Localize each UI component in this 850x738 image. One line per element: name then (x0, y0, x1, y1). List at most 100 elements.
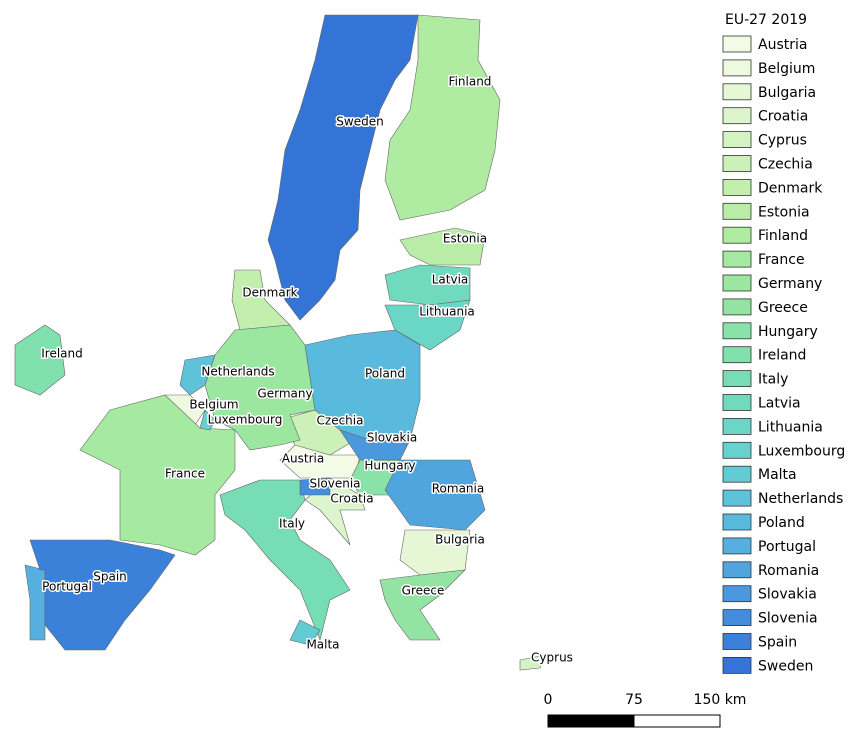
legend-swatch (722, 155, 752, 172)
legend-label: Croatia (758, 109, 808, 125)
country (199, 409, 216, 431)
legend-swatch (722, 561, 752, 579)
legend-swatch (722, 633, 752, 650)
legend-label: Latvia (758, 396, 801, 412)
country-label: Belgium (189, 398, 238, 412)
legend-label: Germany (758, 276, 822, 292)
country-label: Germany (257, 387, 312, 401)
legend-label: Lithuania (758, 419, 823, 435)
country-label: Portugal (42, 580, 92, 594)
legend-swatch (722, 489, 752, 507)
legend-swatch (722, 298, 752, 316)
scale-bar: 0 75 150 km (544, 692, 747, 728)
country (14, 324, 66, 396)
country (304, 329, 421, 441)
country-label: Ireland (41, 347, 83, 361)
scale-label: 150 km (694, 692, 747, 708)
legend-label: Finland (758, 228, 808, 244)
country (179, 354, 216, 396)
legend-label: Belgium (758, 61, 815, 77)
legend-label: Portugal (758, 539, 816, 555)
legend-swatch (722, 83, 752, 101)
legend-swatch (722, 178, 752, 196)
country (339, 429, 411, 461)
legend-swatch (722, 537, 752, 555)
countries (14, 14, 546, 671)
legend-swatch (722, 609, 752, 626)
country-label: Austria (282, 452, 324, 466)
country-label: Croatia (330, 492, 373, 506)
legend-swatch (722, 417, 752, 435)
legend-label: Spain (758, 635, 797, 651)
country-label: Finland (449, 75, 492, 89)
country-label: Czechia (317, 414, 364, 428)
legend-label: Slovakia (758, 587, 817, 603)
country-label: Estonia (443, 232, 487, 246)
legend-swatch (722, 35, 752, 53)
legend-swatch (722, 657, 752, 674)
legend-label: Luxembourg (758, 443, 845, 459)
legend-swatch (722, 107, 752, 125)
legend-label: Austria (758, 37, 807, 53)
legend-swatch (722, 370, 752, 388)
scale-label: 0 (544, 692, 553, 708)
country-label: Bulgaria (435, 533, 485, 547)
country-label: France (165, 467, 205, 481)
legend-swatch (722, 202, 752, 220)
legend-label: Estonia (758, 204, 810, 220)
legend-label: Netherlands (758, 491, 843, 507)
country-label: Malta (306, 638, 339, 652)
country (384, 14, 501, 221)
legend-label: Greece (758, 300, 808, 316)
legend-swatch (722, 274, 752, 292)
legend-label: Cyprus (758, 133, 807, 149)
legend-title: EU-27 2019 (725, 12, 807, 28)
legend-swatch (722, 585, 752, 603)
legend-label: Slovenia (758, 611, 818, 627)
country (384, 459, 486, 531)
country-label: Luxembourg (208, 413, 283, 427)
legend-swatch (722, 394, 752, 411)
map-labels: Austria Belgium Bulgaria Croatia Cyprus Czech… (40, 73, 575, 666)
country-label: Poland (365, 367, 405, 381)
country-label: Slovakia (367, 431, 417, 445)
country (24, 564, 46, 641)
legend-swatch (722, 131, 752, 149)
country (29, 539, 176, 651)
scale-segment (633, 714, 721, 728)
legend-label: Bulgaria (758, 85, 816, 101)
legend-swatch (722, 322, 752, 340)
country-label: Romania (432, 482, 484, 496)
country-label: Italy (279, 517, 305, 531)
country (379, 569, 466, 641)
scale-segment (547, 714, 635, 728)
country-label: Lithuania (419, 305, 475, 319)
country-label: Sweden (336, 115, 383, 129)
legend-label: Italy (758, 372, 788, 388)
scale-label: 75 (625, 692, 643, 708)
country-label: Slovenia (309, 477, 360, 491)
legend-label: Malta (758, 467, 797, 483)
country (399, 227, 486, 266)
legend-label: Czechia (758, 157, 813, 173)
country-label: Denmark (242, 286, 297, 300)
country-label: Hungary (364, 459, 415, 473)
country-label: Spain (93, 570, 127, 584)
legend-swatch (722, 513, 752, 531)
legend-label: Sweden (758, 658, 813, 674)
legend-swatch (722, 250, 752, 268)
legend-label: Poland (758, 515, 805, 531)
legend: Austria Belgium Bulgaria Croatia Cyprus Czech… (722, 35, 845, 674)
legend-label: Denmark (758, 180, 823, 196)
legend-swatch (722, 346, 752, 364)
legend-label: Hungary (758, 324, 818, 340)
legend-label: Romania (758, 563, 819, 579)
legend-swatch (722, 465, 752, 483)
legend-swatch (722, 59, 752, 77)
country (299, 477, 331, 496)
country (289, 619, 321, 646)
country-label: Greece (402, 584, 445, 598)
country-label: Netherlands (201, 365, 274, 379)
country-label: Cyprus (531, 651, 573, 665)
